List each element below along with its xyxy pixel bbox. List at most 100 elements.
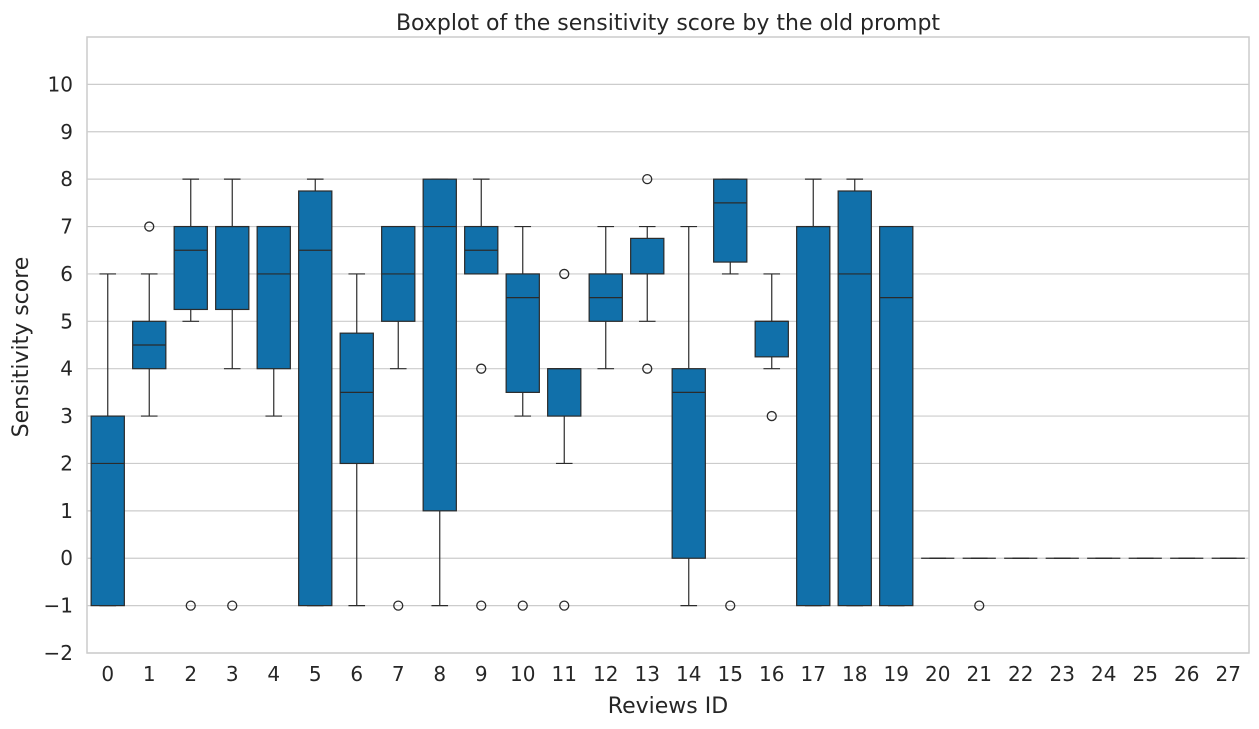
box-10 [505, 225, 540, 611]
x-tick-label: 6 [350, 662, 363, 686]
x-tick-label: 26 [1174, 662, 1199, 686]
y-tick-label: −1 [44, 594, 73, 618]
iqr-box [796, 225, 831, 607]
outlier-point [974, 600, 985, 611]
outlier-point [517, 600, 528, 611]
outlier-point [476, 363, 487, 374]
outlier-point [559, 268, 570, 280]
x-tick-label: 0 [101, 662, 114, 686]
x-tick-label: 21 [967, 662, 992, 686]
x-tick-label: 27 [1216, 662, 1241, 686]
outlier-point [476, 600, 487, 611]
x-tick-label: 22 [1008, 662, 1033, 686]
x-tick-label: 8 [433, 662, 446, 686]
iqr-box [879, 225, 914, 607]
iqr-box [422, 178, 457, 512]
iqr-box [173, 225, 208, 311]
iqr-box [339, 332, 374, 465]
y-tick-label: 7 [60, 215, 73, 239]
outlier-point [393, 600, 404, 611]
outlier-point [642, 174, 653, 185]
outlier-point [766, 410, 777, 422]
x-tick-label: 24 [1091, 662, 1116, 686]
y-tick-label: 6 [60, 262, 73, 286]
x-tick-label: 23 [1050, 662, 1075, 686]
outlier-point [185, 600, 196, 611]
box-16 [754, 273, 789, 422]
y-axis-label: Sensitivity score [9, 257, 34, 438]
y-tick-label: −2 [44, 641, 73, 665]
iqr-box [90, 415, 125, 607]
outlier-point [725, 600, 736, 611]
y-tick-label: 0 [60, 546, 73, 570]
box-5 [298, 178, 333, 607]
box-1 [132, 221, 167, 417]
box-9 [464, 178, 499, 611]
x-tick-label: 9 [475, 662, 488, 686]
box-3 [215, 178, 250, 611]
iqr-box [630, 237, 665, 275]
outlier-point [227, 600, 238, 611]
iqr-box [713, 178, 748, 263]
x-tick-label: 13 [635, 662, 660, 686]
iqr-box [547, 368, 582, 417]
box-21 [962, 557, 996, 611]
y-tick-label: 1 [60, 499, 73, 523]
box-14 [671, 225, 706, 607]
y-tick-label: 10 [48, 72, 73, 96]
iqr-box [837, 190, 872, 607]
outlier-point [642, 363, 653, 374]
box-18 [837, 178, 872, 607]
x-tick-label: 18 [842, 662, 867, 686]
iqr-box [754, 320, 789, 358]
x-tick-label: 25 [1133, 662, 1158, 686]
box-6 [339, 273, 374, 607]
x-tick-label: 5 [309, 662, 322, 686]
box-4 [256, 225, 291, 417]
x-tick-label: 16 [759, 662, 784, 686]
x-tick-label: 2 [184, 662, 197, 686]
x-tick-label: 4 [267, 662, 280, 686]
box-13 [630, 174, 665, 374]
box-7 [381, 225, 416, 611]
box-12 [588, 225, 623, 370]
x-tick-label: 17 [801, 662, 826, 686]
y-tick-label: 4 [60, 357, 73, 381]
y-tick-label: 2 [60, 451, 73, 475]
outlier-point [144, 221, 155, 232]
y-tick-label: 3 [60, 404, 73, 428]
iqr-box [215, 225, 250, 311]
x-tick-label: 14 [676, 662, 701, 686]
x-tick-label: 19 [884, 662, 909, 686]
y-tick-label: 8 [60, 167, 73, 191]
box-15 [713, 178, 748, 611]
box-11 [547, 268, 582, 611]
box-8 [422, 178, 457, 607]
iqr-box [256, 225, 291, 370]
chart-title: Boxplot of the sensitivity score by the … [396, 11, 940, 36]
iqr-box [298, 190, 333, 607]
x-tick-label: 1 [143, 662, 156, 686]
x-tick-label: 20 [925, 662, 950, 686]
y-tick-labels: −2 −1 0 1 2 3 4 5 6 7 8 9 10 [44, 72, 73, 665]
iqr-box [671, 368, 706, 559]
box-0 [90, 273, 125, 607]
box-19 [879, 225, 914, 607]
x-tick-label: 11 [552, 662, 577, 686]
x-tick-label: 3 [226, 662, 239, 686]
outlier-point [559, 600, 570, 611]
y-tick-label: 5 [60, 309, 73, 333]
x-axis-label: Reviews ID [608, 694, 728, 719]
plot-frame [86, 36, 1250, 654]
y-tick-label: 9 [60, 120, 73, 144]
x-tick-label: 12 [593, 662, 618, 686]
boxes [90, 174, 1245, 611]
box-2 [173, 178, 208, 611]
x-tick-labels: 0 1 2 3 4 5 6 7 8 9 10 11 12 13 14 15 16 17 18 19 20 21 22 23 24… [101, 662, 1241, 686]
x-tick-label: 10 [510, 662, 535, 686]
x-tick-label: 7 [392, 662, 405, 686]
iqr-box [505, 273, 540, 393]
box-17 [796, 178, 831, 607]
x-tick-label: 15 [718, 662, 743, 686]
